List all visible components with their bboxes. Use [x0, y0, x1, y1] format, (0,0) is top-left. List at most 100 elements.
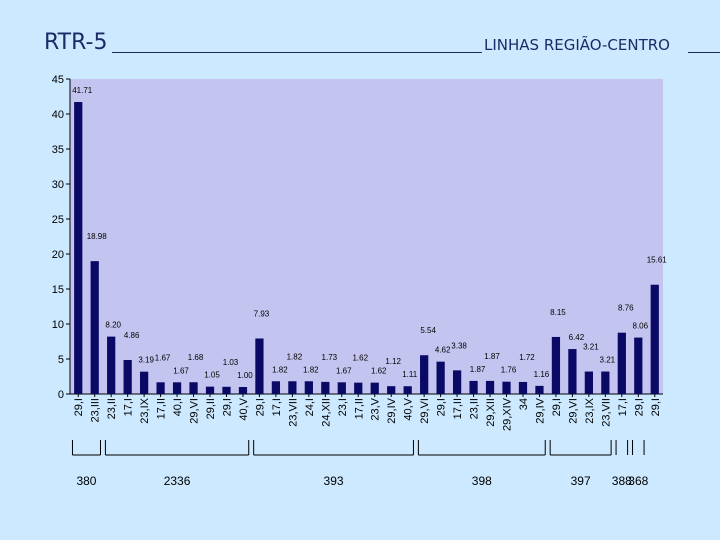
bar [321, 381, 330, 394]
data-label: 1.62 [371, 367, 387, 376]
x-tick-label: 29,I [221, 398, 233, 416]
x-tick-label: 29,I [650, 398, 662, 416]
data-label: 1.82 [303, 365, 319, 374]
x-tick-label: 17,II [353, 398, 365, 419]
bar [485, 380, 495, 394]
bar [551, 336, 561, 394]
data-label: 4.86 [124, 331, 140, 340]
x-tick-label: 29,XIV [502, 397, 514, 431]
x-tick-label: 29,IV [386, 397, 398, 423]
bar [140, 371, 149, 394]
bar [337, 382, 346, 394]
x-tick-label: 29,VI [419, 398, 431, 424]
x-tick-label: 24,XII [320, 398, 332, 427]
bar [568, 349, 577, 394]
data-label: 3.19 [138, 356, 154, 365]
data-label: 1.67 [155, 353, 171, 362]
data-label: 1.16 [534, 370, 550, 379]
bar [123, 359, 132, 394]
x-tick-label: 23,II [469, 398, 481, 419]
data-label: 3.21 [583, 343, 599, 352]
bar [172, 382, 182, 394]
data-label: 1.76 [501, 366, 517, 375]
bar [370, 382, 379, 394]
title-underline-right [688, 52, 720, 53]
data-label: 18.98 [87, 232, 108, 241]
bar [222, 386, 231, 394]
bar [156, 382, 165, 394]
y-tick-label: 30 [52, 179, 64, 191]
data-label: 6.42 [569, 333, 585, 342]
data-label: 1.72 [519, 353, 535, 362]
data-label: 7.93 [254, 309, 270, 318]
bar [255, 338, 264, 394]
group-label: 380 [76, 474, 96, 488]
group-label: 393 [324, 474, 344, 488]
y-tick-label: 45 [52, 74, 64, 86]
y-tick-label: 15 [52, 284, 64, 296]
x-tick-label: 29,VI [567, 398, 579, 424]
data-label: 1.11 [402, 370, 418, 379]
x-tick-label: 23,II [106, 398, 118, 419]
x-tick-label: 29,I [436, 398, 448, 416]
bar [90, 261, 99, 394]
group-label: 2336 [164, 474, 191, 488]
x-tick-label: 17,II [452, 398, 464, 419]
bar [205, 386, 215, 394]
bar [452, 370, 462, 394]
group-label: 388 [612, 474, 632, 488]
x-tick-label: 23,IX [139, 397, 151, 423]
data-label: 3.38 [451, 341, 467, 350]
data-label: 1.82 [272, 365, 288, 374]
y-tick-label: 25 [52, 214, 64, 226]
y-tick-label: 35 [52, 144, 64, 156]
bar [584, 371, 593, 394]
data-label: 1.12 [385, 357, 401, 366]
x-tick-label: 17,II [156, 398, 168, 419]
data-label: 1.00 [237, 371, 253, 380]
bar [74, 102, 83, 394]
x-tick-label: 40,V [238, 397, 250, 420]
data-label: 1.03 [223, 358, 239, 367]
data-label: 1.68 [188, 353, 204, 362]
bar [617, 332, 626, 394]
x-tick-label: 29,I [633, 398, 645, 416]
y-tick-label: 20 [52, 249, 64, 261]
bar [189, 382, 198, 394]
y-tick-label: 10 [52, 319, 64, 331]
data-label: 41.71 [72, 86, 93, 95]
bar [650, 284, 659, 394]
x-tick-label: 29,I [551, 398, 563, 416]
bar [304, 381, 313, 394]
x-tick-label: 29,II [205, 398, 217, 419]
bar [436, 361, 445, 394]
data-label: 1.87 [470, 365, 486, 374]
x-tick-label: 40,V [403, 397, 415, 420]
x-tick-label: 17,I [271, 398, 283, 416]
bar [354, 382, 363, 394]
bar [535, 385, 544, 394]
data-label: 1.82 [287, 352, 303, 361]
data-label: 8.15 [550, 308, 566, 317]
group-label: 397 [571, 474, 591, 488]
x-tick-label: 29,I [73, 398, 85, 416]
data-label: 5.54 [420, 326, 436, 335]
bar [288, 381, 297, 394]
x-tick-label: 34 [518, 398, 530, 410]
x-tick-label: 29,I [254, 398, 266, 416]
x-tick-label: 40,I [172, 398, 184, 416]
page-title: RTR-5 [44, 30, 108, 55]
bar [601, 371, 610, 394]
bar [403, 386, 412, 394]
data-label: 8.76 [618, 304, 634, 313]
data-label: 1.05 [204, 371, 220, 380]
data-label: 1.67 [173, 366, 189, 375]
x-tick-label: 23,V [370, 397, 382, 420]
x-tick-label: 23,VII [287, 398, 299, 427]
group-label: 368 [628, 474, 648, 488]
bar [107, 336, 116, 394]
y-tick-label: 40 [52, 109, 64, 121]
bar [387, 386, 396, 394]
y-tick-label: 0 [58, 389, 64, 401]
